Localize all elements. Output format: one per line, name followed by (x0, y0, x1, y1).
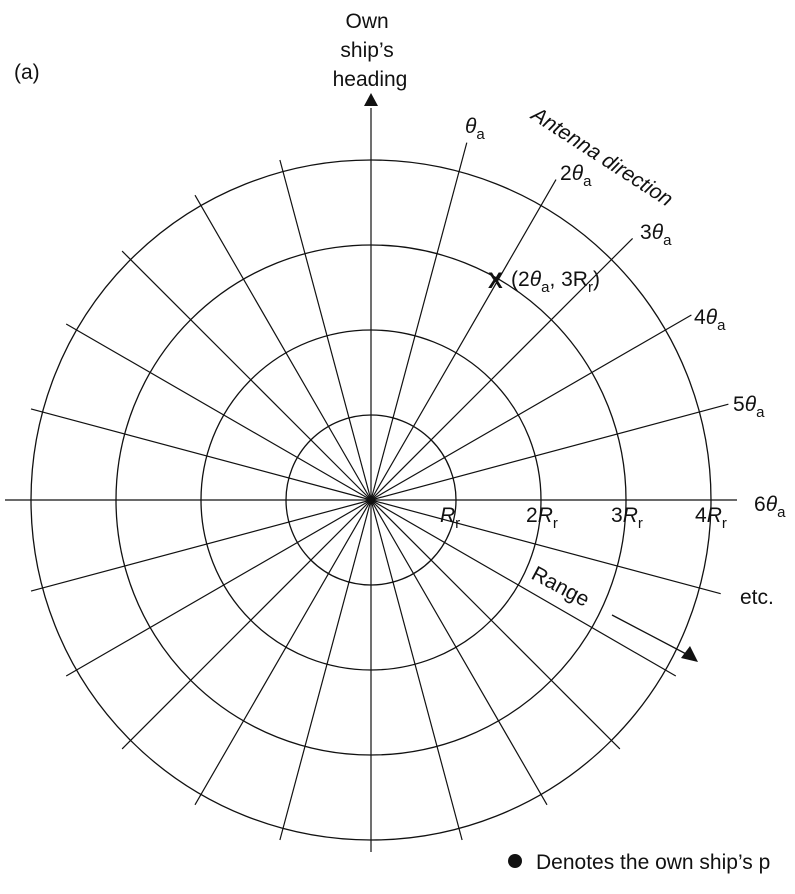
angle-label-4: 4θa (694, 306, 726, 334)
target-point-label: (2θa, 3Rr) (511, 268, 600, 296)
angle-label-1: θa (465, 115, 485, 143)
angle-label-5: 5θa (733, 393, 765, 421)
heading-arrow-icon (364, 93, 378, 106)
legend-text: Denotes the own ship’s p (536, 851, 770, 874)
radial-spoke-22 (195, 195, 371, 500)
radial-spoke-2 (371, 180, 556, 500)
radial-spoke-1 (371, 143, 467, 500)
range-ring-label-2: 2Rr (526, 504, 558, 532)
range-arrow-icon (681, 646, 698, 662)
target-point-marker: X (488, 268, 503, 293)
own-ship-dot-icon (508, 854, 522, 868)
radial-spoke-21 (122, 251, 371, 500)
radial-spoke-10 (371, 500, 547, 805)
radial-spoke-15 (122, 500, 371, 749)
panel-label: (a) (14, 61, 40, 84)
radial-spoke-5 (371, 404, 728, 500)
heading-label: Own ship’s heading (333, 10, 408, 91)
radial-spoke-20 (66, 324, 371, 500)
range-arrow-shaft (612, 615, 690, 656)
radial-spoke-9 (371, 500, 620, 749)
range-ring-label-4: 4Rr (695, 504, 727, 532)
radial-spoke-4 (371, 315, 691, 500)
antenna-direction-label: Antenna direction (526, 102, 677, 211)
angle-label-3: 3θa (640, 221, 672, 249)
angle-label-6: 6θa (754, 493, 786, 521)
range-ring-label-1: Rr (440, 504, 460, 532)
radial-spoke-16 (66, 500, 371, 676)
own-ship-center-dot-icon (367, 496, 375, 504)
etc-label: etc. (740, 586, 774, 609)
range-ring-label-3: 3Rr (611, 504, 643, 532)
polar-grid (5, 108, 737, 852)
radial-spoke-14 (195, 500, 371, 805)
angle-label-2: 2θa (560, 162, 592, 190)
range-label: Range (528, 562, 593, 611)
